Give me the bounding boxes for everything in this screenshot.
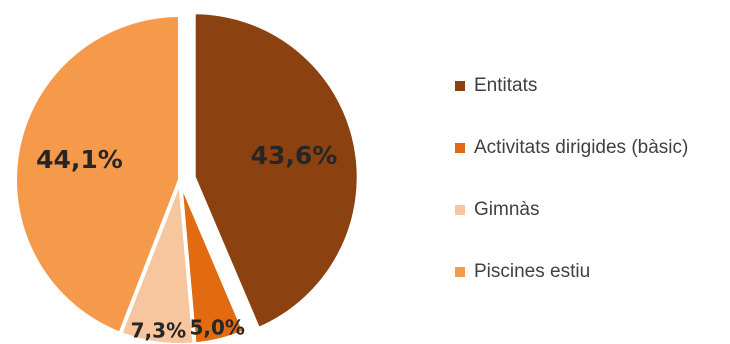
data-label: 5,0% xyxy=(189,315,244,339)
pie-slice-piscines-estiu xyxy=(13,13,182,336)
legend-item: Piscines estiu xyxy=(455,261,688,283)
data-label: 43,6% xyxy=(251,141,338,170)
chart-legend: Entitats Activitats dirigides (bàsic) Gimn… xyxy=(455,75,688,323)
legend-item: Entitats xyxy=(455,75,688,97)
legend-label: Piscines estiu xyxy=(474,261,591,282)
legend-item: Activitats dirigides (bàsic) xyxy=(455,137,688,159)
legend-swatch xyxy=(455,205,465,215)
legend-item: Gimnàs xyxy=(455,199,688,221)
legend-label: Gimnàs xyxy=(474,199,540,220)
pie-slice-entitats xyxy=(191,10,361,332)
data-label: 7,3% xyxy=(131,318,186,342)
legend-swatch xyxy=(455,267,465,277)
data-label: 44,1% xyxy=(36,145,123,174)
legend-swatch xyxy=(455,81,465,91)
legend-swatch xyxy=(455,143,465,153)
pie-slice-activitats-dirigides-b-sic xyxy=(178,178,247,344)
legend-label: Entitats xyxy=(474,75,538,96)
legend-label: Activitats dirigides (bàsic) xyxy=(474,137,689,158)
